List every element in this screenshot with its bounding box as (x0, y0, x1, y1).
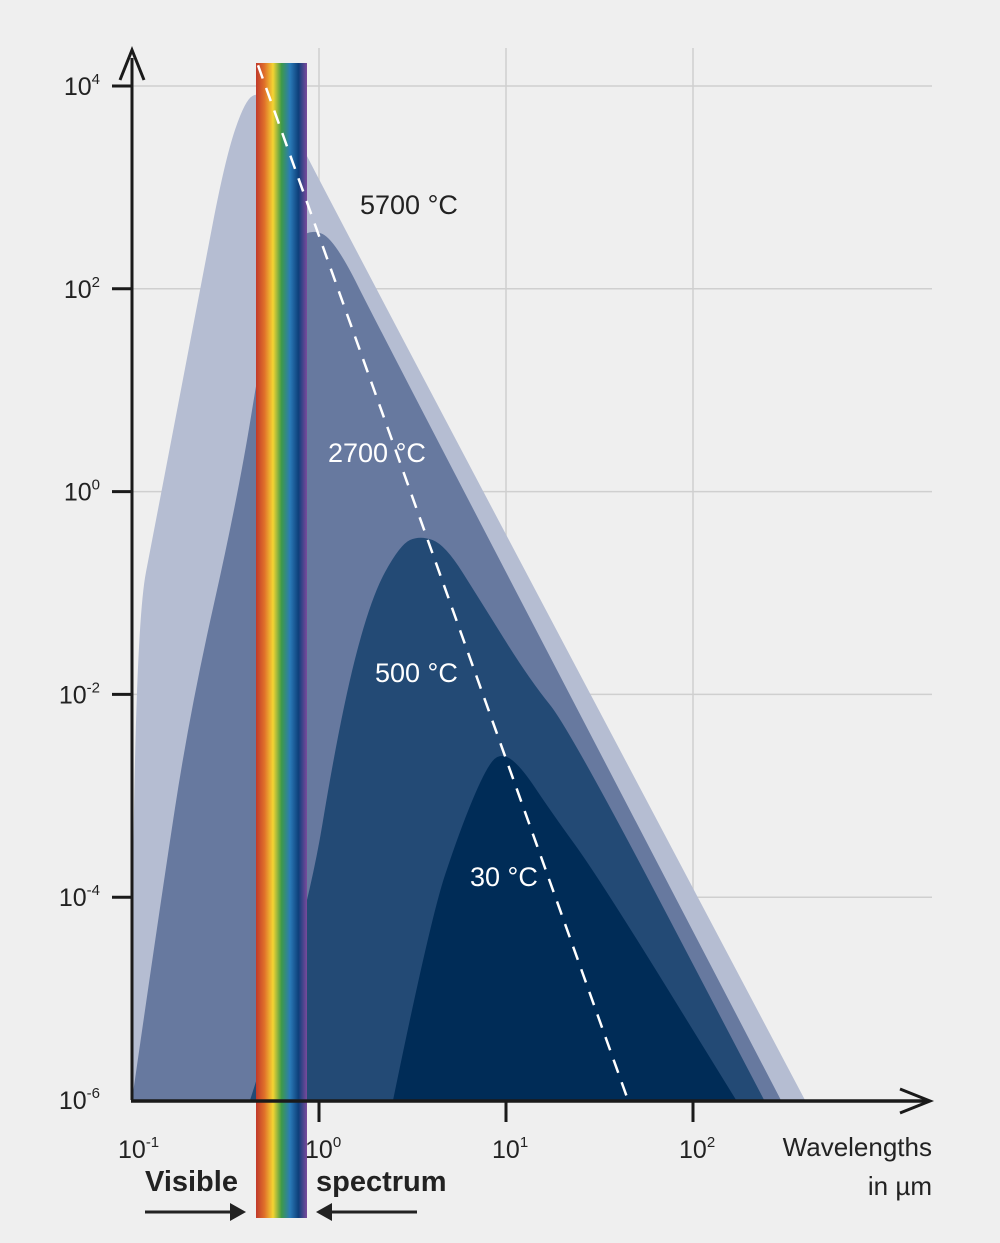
y-tick-label: 10-4 (59, 882, 100, 912)
arrow-left-icon (316, 1203, 417, 1221)
peak-wavelength-line (256, 64, 630, 1101)
y-tick-base: 10 (64, 479, 92, 507)
visible-spectrum-band (256, 63, 307, 1218)
x-tick-label: 100 (305, 1134, 341, 1164)
x-axis-arrow-icon (899, 1087, 935, 1115)
x-axis-title-line2: in µm (868, 1171, 932, 1201)
series-label-1: 2700 °C (328, 438, 426, 468)
series-label-3: 30 °C (470, 862, 538, 892)
x-tick-base: 10 (118, 1136, 146, 1164)
y-axis-arrow-icon (118, 45, 146, 81)
spectrum-label: spectrum (316, 1166, 447, 1198)
y-tick-exp: 0 (92, 477, 100, 494)
curve-areas (132, 93, 805, 1100)
curve-labels: 5700 °C 2700 °C 500 °C 30 °C (328, 190, 538, 892)
series-label-2: 500 °C (375, 658, 458, 688)
x-tick-exp: 2 (707, 1134, 715, 1151)
x-axis-title-line1: Wavelengths (783, 1132, 932, 1162)
x-tick-exp: -1 (146, 1134, 159, 1151)
y-tick-label: 10-6 (59, 1085, 100, 1115)
x-tick-exp: 1 (520, 1134, 528, 1151)
series-label-0: 5700 °C (360, 190, 458, 220)
y-tick-label: 102 (64, 274, 100, 304)
y-tick-base: 10 (59, 681, 87, 709)
x-tick-label: 102 (679, 1134, 715, 1164)
y-tick-base: 10 (64, 276, 92, 304)
y-tick-exp: -2 (87, 679, 100, 696)
x-tick-base: 10 (492, 1136, 520, 1164)
y-tick-exp: -4 (87, 882, 100, 899)
y-tick-exp: -6 (87, 1085, 100, 1102)
x-tick-label: 101 (492, 1134, 528, 1164)
series-area-3 (393, 755, 737, 1100)
y-tick-base: 10 (64, 73, 92, 101)
x-tick-base: 10 (679, 1136, 707, 1164)
y-tick-label: 10-2 (59, 679, 100, 709)
visible-label: Visible (145, 1166, 238, 1198)
y-tick-exp: 4 (92, 71, 100, 88)
x-tick-label: 10-1 (118, 1134, 159, 1164)
x-tick-base: 10 (305, 1136, 333, 1164)
arrow-right-icon (145, 1203, 246, 1221)
x-axis-title: Wavelengths in µm (783, 1132, 932, 1201)
y-tick-label: 100 (64, 477, 100, 507)
x-tick-exp: 0 (333, 1134, 341, 1151)
visible-spectrum-annotation: Visible spectrum (145, 1166, 447, 1221)
y-tick-exp: 2 (92, 274, 100, 291)
y-tick-base: 10 (59, 884, 87, 912)
y-tick-base: 10 (59, 1087, 87, 1115)
y-tick-label: 104 (64, 71, 100, 101)
